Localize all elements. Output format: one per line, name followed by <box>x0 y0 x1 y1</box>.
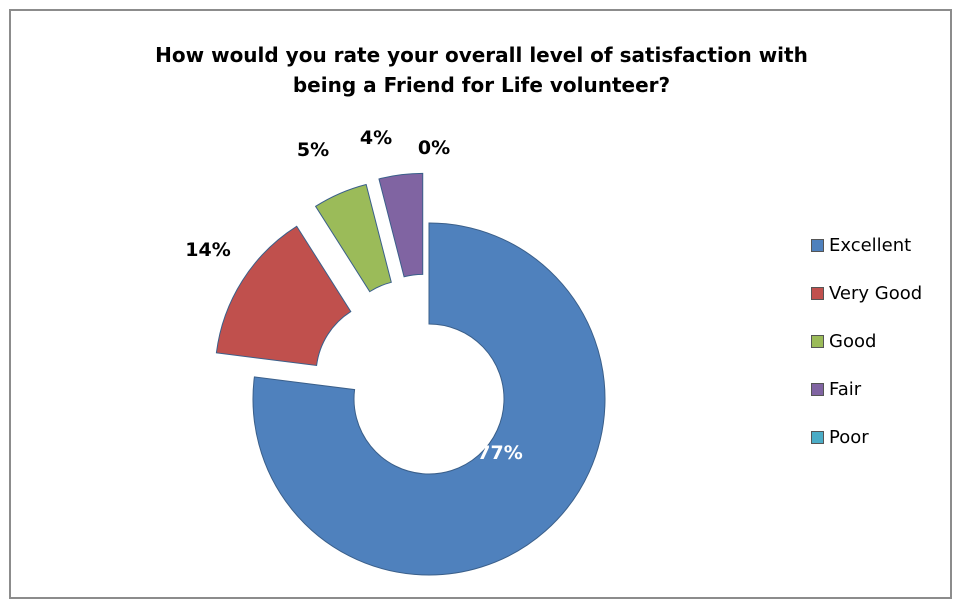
slice-excellent <box>252 222 606 576</box>
legend-swatch <box>811 238 824 252</box>
slice-very-good <box>215 225 352 367</box>
slice-fair <box>378 172 424 278</box>
chart-title: How would you rate your overall level of… <box>0 40 963 100</box>
legend-item-good: Good <box>811 329 876 353</box>
legend-item-very-good: Very Good <box>811 281 922 305</box>
data-label-very-good: 14% <box>185 239 230 261</box>
legend-label: Excellent <box>829 234 912 256</box>
chart-title-line-2: being a Friend for Life volunteer? <box>292 73 671 97</box>
data-label-poor: 0% <box>418 137 450 159</box>
legend-item-excellent: Excellent <box>811 233 911 257</box>
legend-swatch <box>811 334 824 348</box>
legend-label: Fair <box>829 378 862 400</box>
data-label-excellent: 77% <box>477 442 522 464</box>
doughnut-chart: 77% 14% 5% 4% 0% <box>185 127 606 576</box>
legend-swatch <box>811 286 824 300</box>
legend-swatch <box>811 430 824 444</box>
legend-item-poor: Poor <box>811 425 869 449</box>
chart-title-line-1: How would you rate your overall level of… <box>155 43 808 67</box>
legend-swatch <box>811 382 824 396</box>
legend-item-fair: Fair <box>811 377 861 401</box>
data-label-fair: 4% <box>360 127 392 149</box>
slice-good <box>314 183 392 293</box>
legend-label: Poor <box>829 426 869 448</box>
data-label-good: 5% <box>297 139 329 161</box>
legend-label: Good <box>829 330 877 352</box>
legend-label: Very Good <box>829 282 923 304</box>
